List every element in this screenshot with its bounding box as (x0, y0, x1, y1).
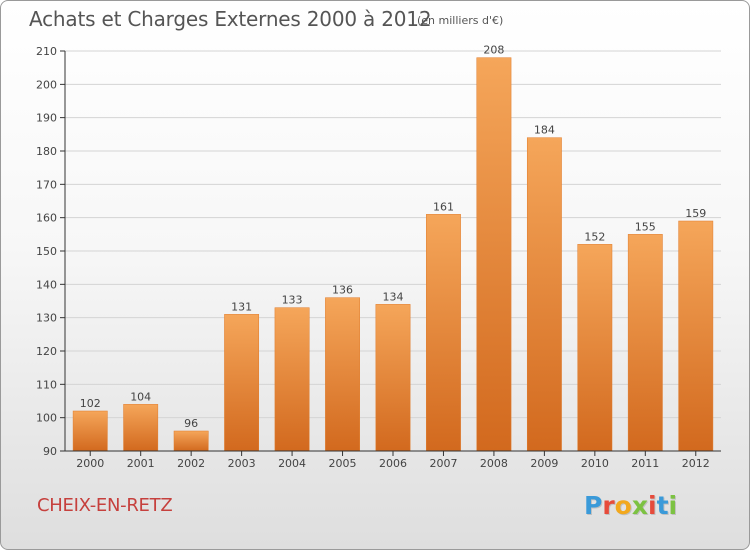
logo-letter: t (656, 491, 669, 520)
y-tick-label: 200 (36, 78, 57, 91)
data-label: 155 (635, 220, 656, 233)
y-tick-label: 140 (36, 278, 57, 291)
data-label: 136 (332, 284, 353, 297)
x-tick-label: 2007 (429, 457, 457, 470)
bar-2002 (173, 430, 209, 452)
x-tick-label: 2004 (278, 457, 306, 470)
commune-name: CHEIX-EN-RETZ (37, 495, 173, 516)
data-label: 159 (685, 207, 706, 220)
data-label: 133 (282, 294, 303, 307)
y-tick-label: 210 (36, 45, 57, 58)
bar-2000 (72, 410, 108, 452)
x-tick-label: 2001 (127, 457, 155, 470)
y-tick-label: 170 (36, 178, 57, 191)
logo-letter: i (668, 491, 678, 520)
bar-2009 (526, 137, 562, 452)
chart-title: Achats et Charges Externes 2000 à 2012 (29, 7, 432, 31)
logo-letter: r (602, 491, 615, 520)
bar-2003 (224, 314, 260, 452)
bar-2011 (627, 234, 663, 452)
x-tick-label: 2000 (76, 457, 104, 470)
chart-unit-note: (en milliers d'€) (417, 14, 504, 27)
y-tick-label: 120 (36, 345, 57, 358)
x-tick-label: 2005 (329, 457, 357, 470)
data-label: 96 (184, 417, 198, 430)
x-tick-label: 2012 (682, 457, 710, 470)
logo-letter: x (631, 491, 648, 520)
data-label: 104 (130, 390, 151, 403)
bar-2004 (274, 307, 310, 452)
x-tick-label: 2003 (228, 457, 256, 470)
y-tick-label: 150 (36, 245, 57, 258)
logo-letter: o (614, 491, 632, 520)
bar-2010 (577, 244, 613, 452)
bar-2001 (123, 404, 159, 452)
data-label: 102 (80, 397, 101, 410)
bar-2012 (678, 220, 714, 452)
data-label: 161 (433, 200, 454, 213)
logo-letter: i (648, 491, 657, 520)
y-tick-label: 180 (36, 145, 57, 158)
y-tick-label: 130 (36, 312, 57, 325)
x-tick-label: 2008 (480, 457, 508, 470)
data-label: 184 (534, 124, 555, 137)
bar-2008 (476, 57, 512, 452)
x-tick-label: 2006 (379, 457, 407, 470)
y-tick-label: 190 (36, 112, 57, 125)
labels: 90 100 110 120 130 140 150 160 170 180 190 200 210 10… (36, 44, 710, 470)
data-label: 208 (483, 44, 504, 57)
x-tick-label: 2010 (581, 457, 609, 470)
proxiti-logo[interactable]: Proxiti (584, 491, 677, 520)
y-tick-label: 110 (36, 378, 57, 391)
bar-2006 (375, 304, 411, 452)
y-tick-label: 160 (36, 212, 57, 225)
y-tick-label: 90 (43, 445, 57, 458)
bar-2007 (426, 214, 461, 452)
data-label: 152 (584, 230, 605, 243)
x-tick-label: 2011 (631, 457, 659, 470)
x-tick-label: 2009 (530, 457, 558, 470)
data-label: 131 (231, 300, 252, 313)
x-tick-label: 2002 (177, 457, 205, 470)
y-tick-label: 100 (36, 412, 57, 425)
axes (60, 50, 721, 456)
bar-2005 (325, 297, 360, 452)
bars (72, 57, 714, 452)
data-label: 134 (383, 290, 404, 303)
logo-letter: P (584, 491, 603, 520)
